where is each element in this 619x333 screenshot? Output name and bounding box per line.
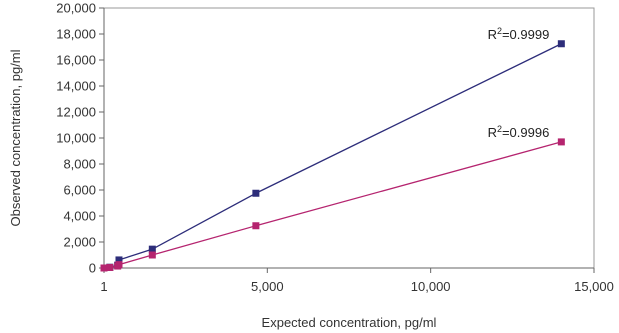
y-tick-label: 6,000 bbox=[63, 183, 96, 198]
y-tick-label: 8,000 bbox=[63, 157, 96, 172]
x-axis-ticks: 1 5,000 10,000 15,000 bbox=[100, 268, 614, 294]
series-2-r-squared: R2=0.9996 bbox=[488, 124, 550, 140]
series-1-point bbox=[115, 256, 123, 264]
y-axis-title: Observed concentration, pg/ml bbox=[8, 49, 23, 226]
y-tick-label: 18,000 bbox=[56, 27, 96, 42]
x-tick-label: 15,000 bbox=[574, 279, 614, 294]
series-2-point bbox=[106, 263, 114, 271]
y-axis-ticks: 0 2,000 4,000 6,000 8,000 10,000 12,000 14,000 1… bbox=[56, 1, 104, 276]
series-1-r-squared: R2=0.9999 bbox=[488, 26, 550, 42]
x-tick-label: 5,000 bbox=[251, 279, 284, 294]
y-tick-label: 14,000 bbox=[56, 79, 96, 94]
y-tick-label: 0 bbox=[89, 261, 96, 276]
series-2-point bbox=[100, 264, 108, 272]
series-1-point bbox=[252, 189, 260, 197]
y-tick-label: 12,000 bbox=[56, 105, 96, 120]
series-2-point bbox=[115, 261, 123, 269]
series-2-line bbox=[103, 141, 562, 269]
x-tick-label: 1 bbox=[100, 279, 107, 294]
series-1-point bbox=[557, 40, 565, 48]
series-1-point bbox=[148, 245, 156, 253]
y-tick-label: 10,000 bbox=[56, 131, 96, 146]
series-1-line bbox=[103, 43, 562, 269]
series-layer bbox=[100, 40, 565, 272]
y-tick-label: 16,000 bbox=[56, 53, 96, 68]
x-tick-label: 10,000 bbox=[411, 279, 451, 294]
y-tick-label: 4,000 bbox=[63, 209, 96, 224]
y-tick-label: 20,000 bbox=[56, 1, 96, 16]
series-2-point bbox=[148, 251, 156, 259]
series-2-point bbox=[252, 222, 260, 230]
annotation-layer: R2=0.9999 R2=0.9996 bbox=[488, 26, 550, 140]
series-2-point bbox=[557, 138, 565, 146]
x-axis-title: Expected concentration, pg/ml bbox=[262, 315, 437, 330]
y-tick-label: 2,000 bbox=[63, 235, 96, 250]
